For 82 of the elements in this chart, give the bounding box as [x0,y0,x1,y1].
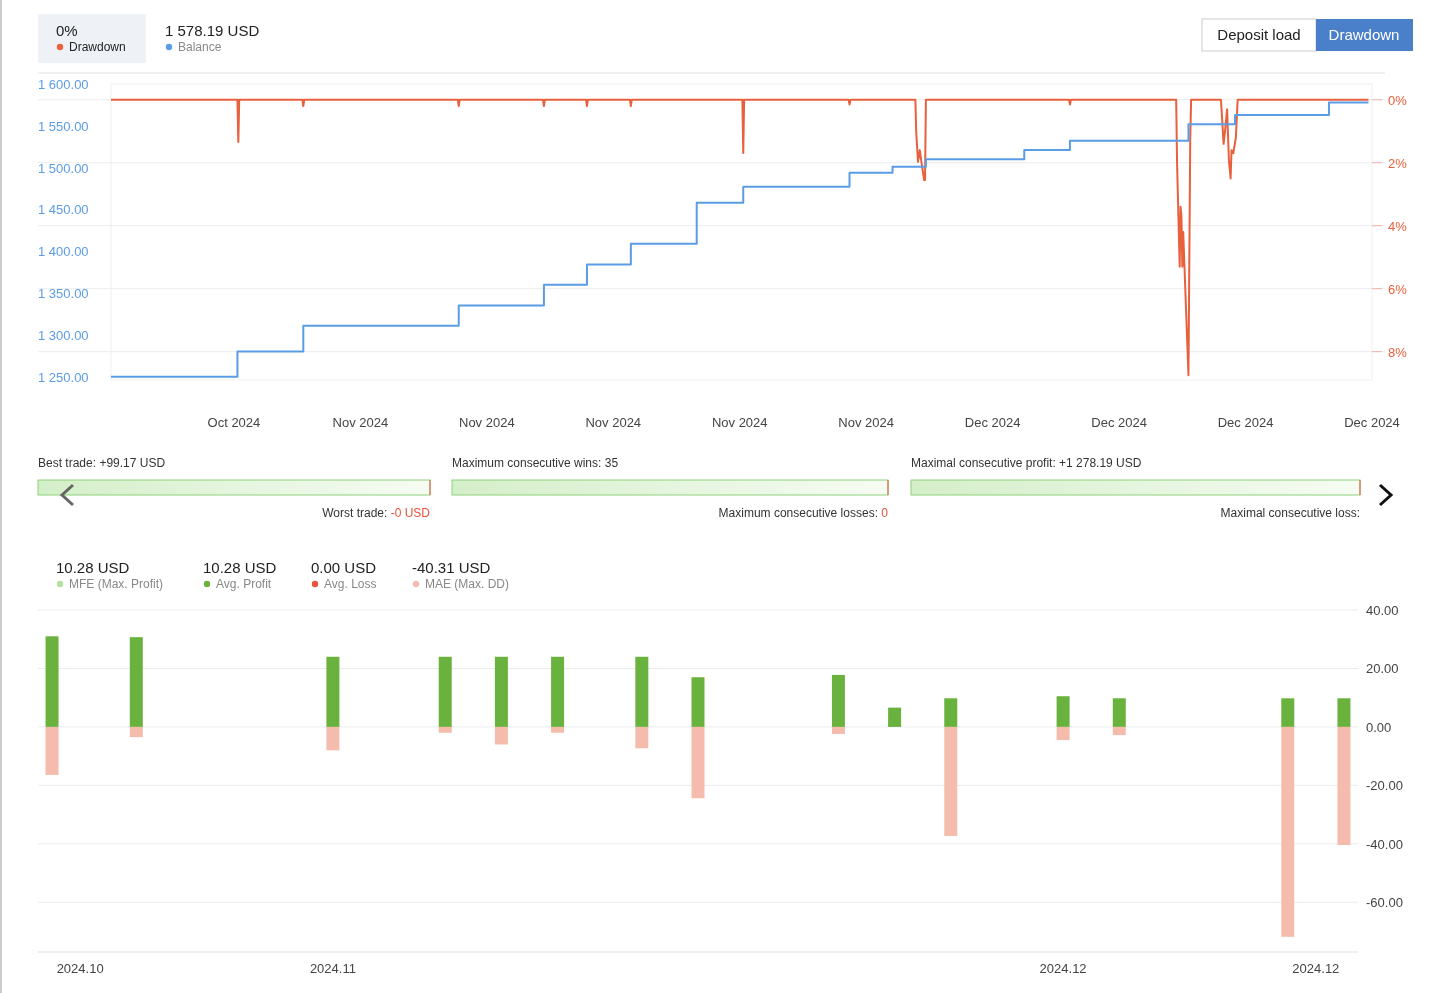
bar [635,656,649,727]
y2-tick-label: 2% [1388,155,1408,171]
bar [1056,726,1070,741]
x-tick-label: 2024.10 [56,961,104,976]
y-tick-label: 1 350.00 [38,286,89,302]
bar [944,698,958,727]
y2-tick-label: 6% [1388,281,1408,297]
bar [635,726,649,749]
y2-tick-label: 4% [1388,218,1408,234]
bar [326,656,340,727]
bar [326,726,340,751]
y-tick-label: 1 450.00 [38,202,89,218]
text: Deposit load [1217,26,1301,43]
text: 0% [56,22,78,39]
x-tick-label: 2024.11 [309,961,356,976]
x-tick-label: 2024.12 [1039,961,1087,976]
bar [1056,696,1070,727]
x-tick-label: Dec 2024 [1091,415,1147,430]
bar [551,726,565,733]
x-tick-label: Nov 2024 [332,415,389,430]
y-tick-label: 0.00 [1366,719,1392,735]
x-tick-label: Nov 2024 [459,415,515,430]
y2-tick-label: 0% [1388,92,1408,108]
legend-label: Avg. Profit [216,577,272,591]
text: Maximum consecutive wins: 35 [452,456,619,470]
y-tick-label: 1 550.00 [38,118,89,134]
x-tick-label: Oct 2024 [207,415,261,430]
bar [129,726,143,738]
bar [831,726,845,734]
bar [494,656,508,727]
x-tick-label: Nov 2024 [711,415,768,430]
text: -40.31 USD [412,559,491,576]
y-tick-label: 1 500.00 [38,160,89,176]
bar [831,674,845,727]
x-tick-label: Dec 2024 [1217,415,1274,430]
bar [438,726,452,733]
x-tick-label: Nov 2024 [585,415,642,430]
y-tick-label: 40.00 [1366,603,1399,618]
legend-label: Drawdown [69,40,126,54]
x-tick-label: Dec 2024 [964,415,1021,430]
bar [129,637,143,727]
y2-tick-label: 8% [1388,344,1408,360]
bar [944,726,958,836]
text: Maximal consecutive profit: +1 278.19 USD [911,456,1142,470]
x-tick-label: Nov 2024 [838,415,895,430]
y-tick-label: 1 400.00 [38,244,89,260]
x-tick-label: Dec 2024 [1344,415,1400,430]
text: 10.28 USD [203,559,277,576]
y-tick-label: 20.00 [1366,661,1399,677]
bar [551,656,565,727]
bar [1281,726,1295,937]
y-tick-label: 1 300.00 [38,327,89,343]
text: Drawdown [1328,26,1400,43]
text: 10.28 USD [56,559,130,576]
bar [1112,698,1126,727]
text: Best trade: +99.17 USD [38,456,166,470]
bar [438,656,452,727]
text: Worst trade: -0 USD [322,506,431,520]
text: Maximum consecutive losses: 0 [718,506,889,520]
y-tick-label: -40.00 [1366,836,1403,852]
y-tick-label: -20.00 [1366,778,1403,794]
bar [691,677,705,727]
text: 0.00 USD [311,559,377,576]
legend-label: Balance [178,40,222,54]
bar [45,636,59,727]
y-tick-label: 1 250.00 [38,369,89,385]
legend-label: MAE (Max. DD) [425,577,509,591]
bar [1337,698,1351,727]
bar [888,707,902,727]
bar [691,726,705,799]
bar [1281,698,1295,727]
text: Avg. Loss [324,577,377,591]
x-tick-label: 2024.12 [1292,961,1340,976]
bar [1337,726,1351,846]
bar [45,726,59,775]
bar [494,726,508,745]
text: MFE (Max. Profit) [69,577,164,591]
text: Maximal consecutive loss: [1220,506,1360,520]
y-tick-label: 1 600.00 [38,77,89,92]
bar [1112,726,1126,736]
text: 1 578.19 USD [165,22,260,39]
y-tick-label: -60.00 [1366,895,1403,911]
